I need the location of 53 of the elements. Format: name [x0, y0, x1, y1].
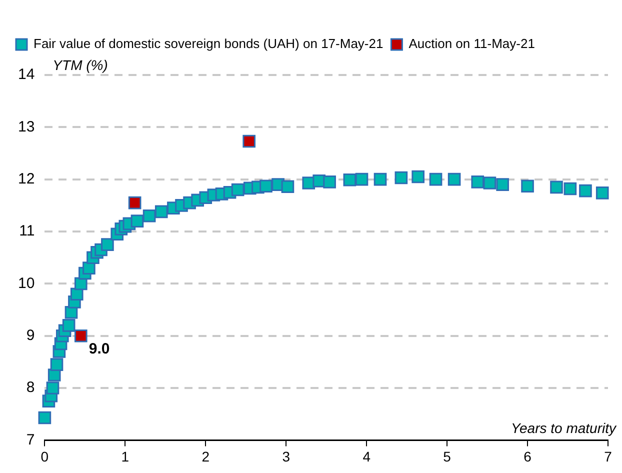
y-tick-label: 8 [26, 379, 35, 396]
point [374, 172, 387, 186]
point [82, 262, 96, 274]
x-tick-label: 2 [202, 448, 210, 464]
point [231, 183, 244, 196]
y-tick-label: 10 [18, 274, 35, 292]
x-tick-label: 7 [604, 448, 612, 464]
x-tick-label: 0 [40, 448, 49, 464]
point [471, 176, 484, 188]
point [596, 186, 609, 200]
y-tick-label: 11 [19, 222, 35, 240]
point [412, 170, 424, 184]
point [550, 180, 563, 194]
point [142, 209, 156, 222]
x-tick-label: 5 [443, 448, 452, 464]
y-tick-label: 13 [18, 118, 35, 136]
x-tick-label: 3 [282, 448, 290, 464]
point [521, 180, 534, 193]
point [483, 176, 496, 190]
point [323, 176, 336, 188]
point [564, 182, 577, 196]
point [50, 358, 64, 371]
point [128, 196, 142, 210]
x-tick-label: 4 [362, 448, 371, 464]
point [46, 382, 60, 394]
legend-label: Fair value of domestic sovereign bonds (UAH) on 17-May-21 [34, 36, 384, 52]
y-tick-label: 7 [26, 431, 35, 448]
point [130, 214, 144, 228]
point [62, 319, 76, 332]
point [281, 180, 294, 194]
point [448, 172, 461, 186]
point [242, 134, 256, 148]
point [74, 329, 88, 342]
point [394, 171, 408, 184]
point [70, 288, 84, 301]
legend-label: Auction on 11-May-21 [408, 36, 535, 52]
y-tick-label: 14 [18, 66, 35, 84]
point [154, 205, 168, 218]
x-tick-label: 6 [524, 448, 532, 464]
point [429, 172, 442, 186]
point [260, 180, 272, 193]
y-axis-title: YTM (%) [52, 56, 108, 73]
point [101, 238, 114, 251]
point [496, 178, 509, 191]
point [355, 172, 368, 186]
point [343, 173, 356, 186]
x-axis-title: Years to maturity [510, 420, 617, 436]
y-tick-label: 9 [26, 327, 35, 344]
data-label: 9.0 [88, 340, 110, 358]
y-tick-label: 12 [18, 170, 35, 188]
x-tick-label: 1 [121, 448, 130, 464]
point [38, 411, 52, 424]
point [579, 184, 592, 198]
